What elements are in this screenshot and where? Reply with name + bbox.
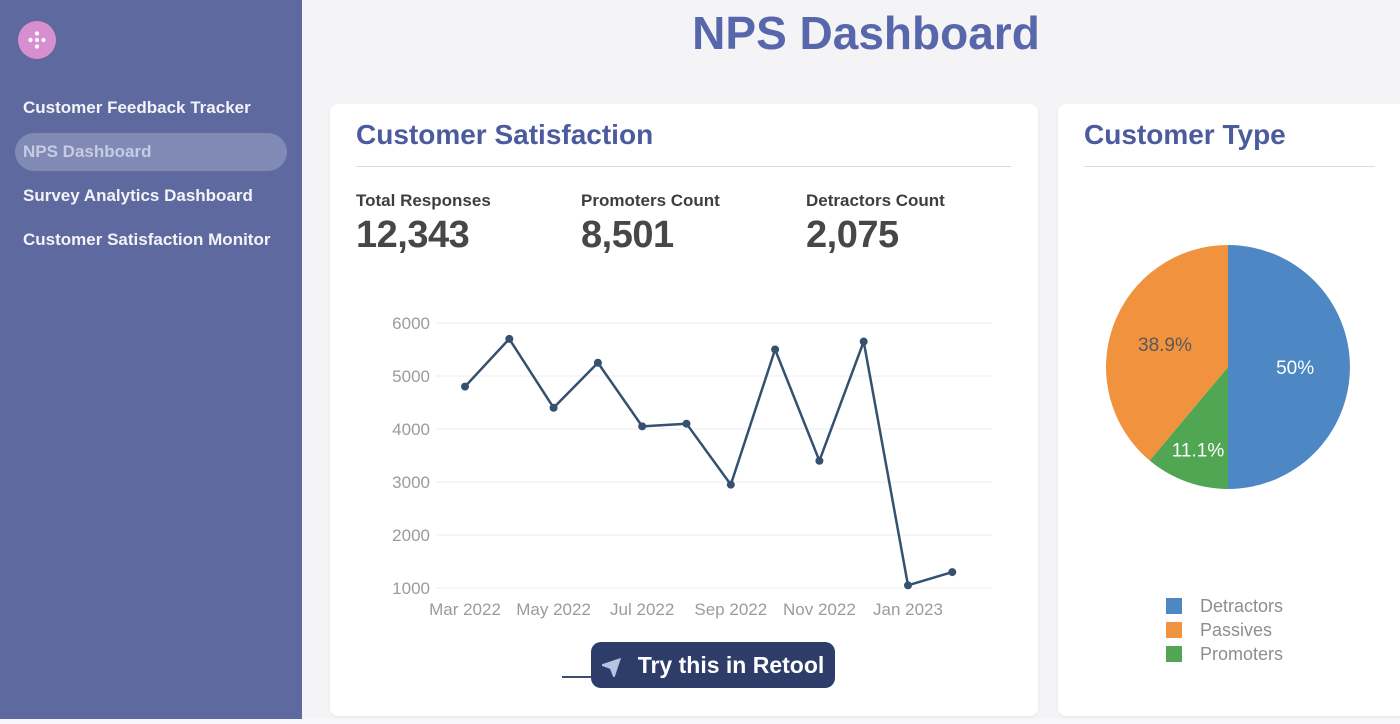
pie-legend: Detractors Passives Promoters (1166, 596, 1284, 670)
stat-value: 2,075 (806, 214, 899, 256)
legend-label: Passives (1200, 620, 1273, 640)
legend-label: Promoters (1200, 644, 1284, 664)
card-title-customer-type: Customer Type (1084, 119, 1286, 150)
svg-text:50%: 50% (1276, 358, 1314, 379)
stats-row: Total Responses 12,343 Promoters Count 8… (356, 191, 1031, 257)
sidebar-item-survey-analytics-dashboard[interactable]: Survey Analytics Dashboard (23, 186, 253, 205)
svg-text:Jul 2022: Jul 2022 (610, 600, 674, 619)
svg-text:2000: 2000 (392, 526, 430, 545)
legend-item-passives[interactable]: Passives (1166, 620, 1283, 640)
legend-item-promoters[interactable]: Promoters (1166, 644, 1284, 664)
sidebar-item-customer-satisfaction-monitor[interactable]: Customer Satisfaction Monitor (23, 230, 271, 249)
cursor-arrow-icon (601, 653, 626, 677)
divider (356, 166, 1011, 167)
dots-grid-icon (28, 31, 46, 49)
svg-text:Nov 2022: Nov 2022 (783, 600, 856, 619)
legend-swatch-promoters (1166, 646, 1182, 662)
sidebar-item-customer-feedback-tracker[interactable]: Customer Feedback Tracker (23, 98, 251, 117)
svg-text:3000: 3000 (392, 473, 430, 492)
legend-swatch-detractors (1166, 598, 1182, 614)
stat-detractors-count: Detractors Count 2,075 (806, 191, 1031, 257)
svg-text:Sep 2022: Sep 2022 (694, 600, 767, 619)
page-title: NPS Dashboard (692, 7, 1040, 59)
stat-label: Promoters Count (581, 191, 720, 210)
stat-total-responses: Total Responses 12,343 (356, 191, 581, 257)
stat-label: Total Responses (356, 191, 491, 210)
svg-text:11.1%: 11.1% (1172, 441, 1225, 462)
svg-text:Jan 2023: Jan 2023 (873, 600, 943, 619)
sidebar-item-nps-dashboard[interactable]: NPS Dashboard (15, 133, 287, 171)
badge-connector-line (562, 676, 591, 678)
app-logo[interactable] (18, 21, 56, 59)
divider (1084, 166, 1375, 167)
try-this-in-retool-button[interactable]: Try this in Retool (591, 642, 835, 688)
sidebar-nav: Customer Feedback Tracker NPS Dashboard … (15, 89, 287, 265)
retool-button-label: Try this in Retool (637, 651, 825, 678)
bottom-strip (0, 719, 1400, 724)
legend-swatch-passives (1166, 622, 1182, 638)
sidebar: Customer Feedback Tracker NPS Dashboard … (0, 0, 302, 719)
card-title-customer-satisfaction: Customer Satisfaction (356, 119, 654, 150)
legend-label: Detractors (1200, 596, 1284, 616)
customer-type-card: Customer Type 50% 11.1% 38.9% Detractors P… (1058, 104, 1400, 716)
line-chart[interactable]: 6000 5000 4000 3000 2000 1000 Mar 2022 May 2022… (356, 300, 1016, 630)
stat-promoters-count: Promoters Count 8,501 (581, 191, 806, 257)
stat-value: 12,343 (356, 214, 470, 256)
svg-text:5000: 5000 (392, 367, 430, 386)
svg-text:6000: 6000 (392, 314, 430, 333)
svg-text:38.9%: 38.9% (1138, 335, 1192, 356)
pie-chart[interactable]: 50% 11.1% 38.9% (1106, 245, 1350, 489)
svg-text:Mar 2022: Mar 2022 (429, 600, 501, 619)
stat-value: 8,501 (581, 214, 674, 256)
legend-item-detractors[interactable]: Detractors (1166, 596, 1284, 616)
stat-label: Detractors Count (806, 191, 945, 210)
customer-satisfaction-card: Customer Satisfaction Total Responses 12… (330, 104, 1038, 716)
svg-text:4000: 4000 (392, 420, 430, 439)
svg-text:1000: 1000 (392, 579, 430, 598)
svg-text:May 2022: May 2022 (516, 600, 591, 619)
